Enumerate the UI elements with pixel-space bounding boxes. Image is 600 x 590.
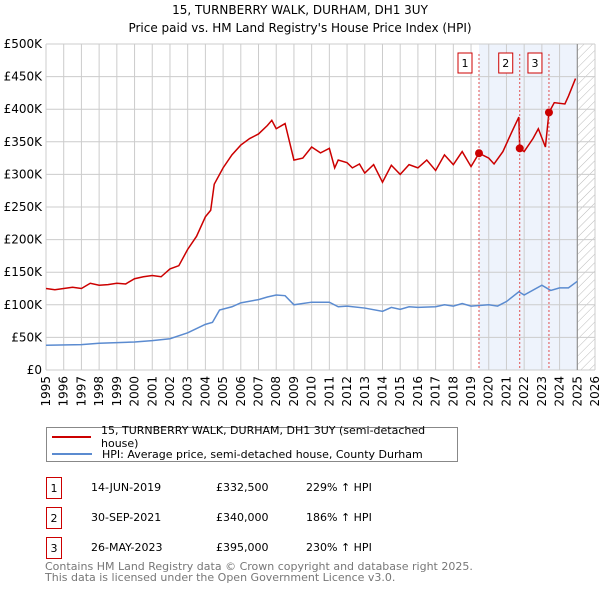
x-tick-label: 2024 xyxy=(553,376,567,407)
footer-licence: This data is licensed under the Open Gov… xyxy=(45,571,396,584)
sale-hpi-change: 229% ↑ HPI xyxy=(306,481,372,494)
sale-hpi-change: 186% ↑ HPI xyxy=(306,511,372,524)
x-tick-label: 2009 xyxy=(287,376,301,407)
x-tick-label: 2002 xyxy=(163,376,177,407)
sale-label-box xyxy=(527,52,543,74)
x-tick-label: 2013 xyxy=(358,376,372,407)
x-tick-label: 2004 xyxy=(198,376,212,407)
x-tick-label: 2025 xyxy=(570,376,584,407)
x-tick-label: 2000 xyxy=(128,376,142,407)
x-tick-label: 1999 xyxy=(110,376,124,407)
y-tick-label: £450K xyxy=(4,70,44,84)
sale-number-badge: 2 xyxy=(46,507,62,529)
legend-swatch-blue xyxy=(52,453,92,455)
sale-date: 30-SEP-2021 xyxy=(91,511,162,524)
y-tick-label: £200K xyxy=(4,233,44,247)
x-tick-label: 2026 xyxy=(588,376,600,407)
x-tick-label: 2018 xyxy=(446,376,460,407)
y-tick-label: £500K xyxy=(4,37,44,51)
x-tick-label: 2007 xyxy=(252,376,266,407)
sale-label-number: 2 xyxy=(502,57,509,70)
x-tick-label: 2020 xyxy=(482,376,496,407)
sale-price: £395,000 xyxy=(216,541,269,554)
legend: 15, TURNBERRY WALK, DURHAM, DH1 3UY (sem… xyxy=(46,424,458,462)
sale-label-number: 3 xyxy=(531,57,538,70)
legend-label: HPI: Average price, semi-detached house,… xyxy=(102,447,423,461)
chart-title: 15, TURNBERRY WALK, DURHAM, DH1 3UY xyxy=(172,3,429,17)
x-tick-label: 2008 xyxy=(269,376,283,407)
y-tick-label: £100K xyxy=(4,298,44,312)
x-tick-label: 1996 xyxy=(57,376,71,407)
sale-point xyxy=(475,149,484,158)
sale-number-badge: 3 xyxy=(46,537,62,559)
sale-price: £340,000 xyxy=(216,511,269,524)
sale-label-box xyxy=(498,52,514,74)
x-tick-label: 2022 xyxy=(517,376,531,407)
x-tick-label: 2011 xyxy=(322,376,336,407)
price-paid-line xyxy=(45,78,577,291)
y-tick-label: £0 xyxy=(27,363,42,377)
x-tick-label: 2010 xyxy=(305,376,319,407)
hpi-line xyxy=(45,280,578,346)
footer-copyright: Contains HM Land Registry data © Crown c… xyxy=(45,560,473,573)
sale-label-box xyxy=(457,52,473,74)
x-tick-label: 2015 xyxy=(393,376,407,407)
sale-number-badge: 1 xyxy=(46,477,62,499)
sale-date: 14-JUN-2019 xyxy=(91,481,162,494)
legend-swatch-red xyxy=(52,436,91,438)
x-tick-label: 1997 xyxy=(74,376,88,407)
x-tick-label: 2003 xyxy=(181,376,195,407)
legend-item-property: 15, TURNBERRY WALK, DURHAM, DH1 3UY (sem… xyxy=(52,424,457,450)
price-chart: 15, TURNBERRY WALK, DURHAM, DH1 3UY Pric… xyxy=(4,3,600,407)
x-tick-label: 2001 xyxy=(145,376,159,407)
sale-price: £332,500 xyxy=(216,481,269,494)
sale-point xyxy=(544,108,553,117)
legend-label: 15, TURNBERRY WALK, DURHAM, DH1 3UY (sem… xyxy=(101,424,426,450)
x-tick-label: 2012 xyxy=(340,376,354,407)
sale-point xyxy=(515,144,524,153)
x-tick-label: 2016 xyxy=(411,376,425,407)
y-tick-label: £400K xyxy=(4,102,44,116)
sale-date: 26-MAY-2023 xyxy=(91,541,163,554)
x-tick-label: 1998 xyxy=(92,376,106,407)
x-tick-label: 2006 xyxy=(234,376,248,407)
x-tick-label: 2019 xyxy=(464,376,478,407)
sale-row: 1 14-JUN-2019 £332,500 229% ↑ HPI xyxy=(46,477,546,499)
sale-label-number: 1 xyxy=(462,57,469,70)
y-tick-label: £300K xyxy=(4,167,44,181)
x-tick-label: 2023 xyxy=(535,376,549,407)
x-tick-label: 2021 xyxy=(499,376,513,407)
y-tick-label: £350K xyxy=(4,135,44,149)
sale-row: 3 26-MAY-2023 £395,000 230% ↑ HPI xyxy=(46,537,546,559)
x-tick-label: 2017 xyxy=(429,376,443,407)
x-tick-label: 2005 xyxy=(216,376,230,407)
x-tick-label: 2014 xyxy=(375,376,389,407)
legend-item-hpi: HPI: Average price, semi-detached house,… xyxy=(52,446,423,462)
x-tick-label: 1995 xyxy=(39,376,53,407)
y-tick-label: £50K xyxy=(11,330,43,344)
sale-hpi-change: 230% ↑ HPI xyxy=(306,541,372,554)
y-tick-label: £150K xyxy=(4,265,44,279)
chart-subtitle: Price paid vs. HM Land Registry's House … xyxy=(128,21,471,35)
sale-row: 2 30-SEP-2021 £340,000 186% ↑ HPI xyxy=(46,507,546,529)
y-tick-label: £250K xyxy=(4,200,44,214)
